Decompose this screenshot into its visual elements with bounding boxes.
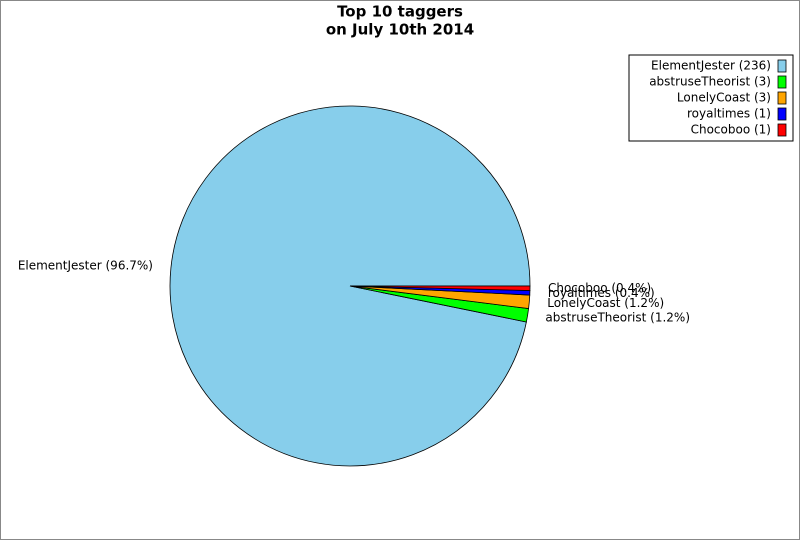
pie-slice (349, 285, 531, 291)
chart-title: Top 10 taggers (337, 3, 463, 21)
legend-swatch (777, 75, 787, 89)
legend-swatch (777, 91, 787, 105)
legend-box (628, 54, 794, 142)
chart-subtitle: on July 10th 2014 (326, 21, 474, 39)
legend-label: ElementJester (236) (651, 59, 771, 73)
legend-swatch (777, 107, 787, 121)
legend-swatch (777, 59, 787, 73)
slice-label: LonelyCoast (1.2%) (547, 296, 664, 310)
legend-label: royaltimes (1) (687, 107, 771, 121)
slice-label: Chocoboo (0.4%) (548, 281, 651, 295)
legend-label: LonelyCoast (3) (677, 91, 771, 105)
legend-label: Chocoboo (1) (691, 123, 771, 137)
slice-label: royaltimes (0.4%) (548, 286, 655, 300)
legend-label: abstruseTheorist (3) (649, 75, 771, 89)
slice-label: abstruseTheorist (1.2%) (545, 311, 690, 325)
slice-label: ElementJester (96.7%) (18, 259, 153, 273)
legend-swatch (777, 123, 787, 137)
